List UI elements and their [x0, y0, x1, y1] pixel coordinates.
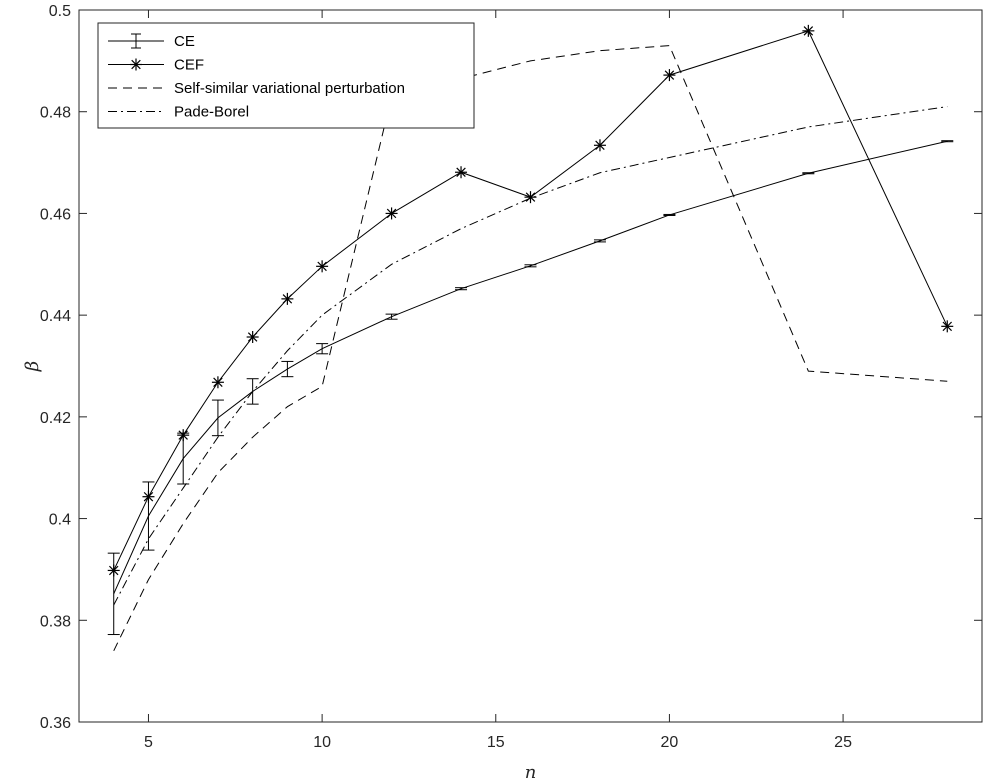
- marker-stroke: [803, 26, 814, 36]
- error-bar: [524, 264, 537, 268]
- legend-entry-label: Pade-Borel: [174, 104, 249, 121]
- marker-stroke: [213, 377, 223, 388]
- error-bar: [802, 172, 815, 175]
- marker-stroke: [143, 491, 154, 502]
- data-point: [211, 376, 224, 389]
- x-tick-label: 15: [487, 734, 505, 751]
- series-cef: [107, 24, 954, 577]
- data-point: [593, 139, 606, 152]
- y-tick-label: 0.48: [40, 105, 71, 122]
- x-tick-label: 5: [144, 734, 153, 751]
- marker-stroke: [942, 321, 953, 332]
- y-tick-label: 0.36: [40, 715, 71, 732]
- data-point: [455, 166, 468, 179]
- legend-entry-label: CEF: [174, 57, 204, 74]
- data-point: [802, 24, 815, 37]
- y-tick-label: 0.44: [40, 308, 71, 325]
- legend-entry-label: Self-similar variational perturbation: [174, 80, 405, 97]
- error-bar: [385, 313, 398, 320]
- legend-entry-label: CE: [174, 33, 195, 50]
- y-tick-label: 0.4: [49, 512, 71, 529]
- y-tick-label: 0.46: [40, 206, 71, 223]
- marker-stroke: [525, 192, 536, 202]
- marker-stroke: [386, 208, 397, 219]
- error-bar: [316, 343, 329, 355]
- error-bar: [593, 239, 606, 243]
- plot-frame: [78, 9, 983, 723]
- marker-stroke: [108, 565, 119, 576]
- data-point: [663, 69, 676, 82]
- y-tick-label: 0.42: [40, 410, 71, 427]
- legend-marker: [130, 58, 142, 71]
- x-axis-label: n: [525, 762, 537, 782]
- error-bar: [455, 287, 468, 291]
- series-line: [113, 140, 948, 595]
- data-point: [142, 490, 155, 503]
- legend-box: [97, 22, 475, 129]
- data-point: [385, 207, 398, 220]
- x-tick-label: 10: [313, 734, 331, 751]
- legend-sample: [108, 33, 164, 49]
- y-tick-label: 0.38: [40, 613, 71, 630]
- series-pade-borel: [113, 106, 948, 606]
- marker-stroke: [664, 70, 675, 80]
- tick-layer: 5 10 15 20 25 0.36 0.38 0.4 0.42 0.44 0.46 0.48 0.5: [40, 3, 982, 751]
- plot-area-box: [78, 9, 983, 723]
- marker-stroke: [131, 59, 141, 70]
- data-point: [177, 429, 190, 442]
- series-layer: [107, 24, 954, 652]
- data-point: [524, 191, 537, 204]
- data-point: [281, 292, 294, 305]
- marker-stroke: [317, 261, 327, 272]
- y-axis-label: β: [22, 361, 43, 372]
- series-line: [113, 30, 948, 571]
- series-line: [113, 106, 948, 606]
- error-bar: [211, 399, 224, 437]
- marker-stroke: [595, 140, 605, 151]
- data-point: [941, 320, 954, 333]
- y-tick-label: 0.5: [49, 3, 71, 20]
- x-tick-label: 20: [661, 734, 679, 751]
- data-point: [316, 260, 329, 273]
- legend-sample: [108, 58, 164, 71]
- data-point: [246, 331, 259, 344]
- marker-stroke: [178, 430, 188, 440]
- series-ce: [107, 140, 954, 636]
- data-point: [107, 564, 120, 577]
- error-bar: [663, 213, 676, 216]
- error-bar: [941, 140, 954, 143]
- marker-stroke: [456, 167, 466, 177]
- legend: CE CEF Self-similar variational perturbati…: [97, 22, 475, 129]
- marker-stroke: [247, 332, 258, 342]
- error-bar: [281, 360, 294, 378]
- x-tick-label: 25: [834, 734, 852, 751]
- marker-stroke: [282, 294, 293, 304]
